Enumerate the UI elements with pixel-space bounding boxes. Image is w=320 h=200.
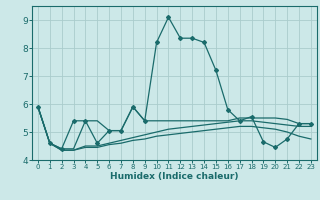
X-axis label: Humidex (Indice chaleur): Humidex (Indice chaleur)	[110, 172, 239, 181]
